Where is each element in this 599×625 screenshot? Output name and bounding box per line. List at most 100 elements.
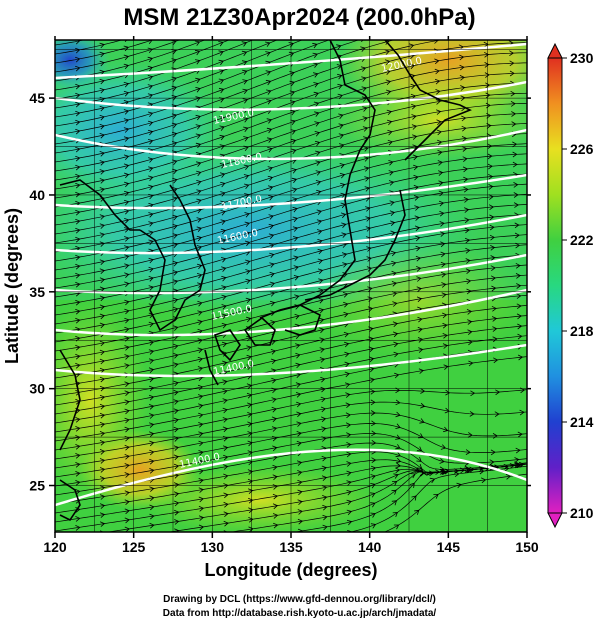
streamline (55, 52, 527, 172)
streamline (55, 40, 254, 100)
streamline-arrow (529, 461, 533, 466)
streamline-arrow (124, 28, 129, 33)
temperature-field: 12000.011900.011800.011700.011600.011500… (55, 0, 537, 581)
streamline-arrow (265, 33, 270, 38)
streamline-arrow (100, 576, 104, 581)
streamline-arrow (150, 542, 154, 547)
streamline-arrow (174, 556, 178, 561)
lat-lon-grid (55, 40, 527, 532)
streamline-arrow (312, 34, 317, 39)
streamline-arrow (75, 561, 79, 566)
colorbar-bottom-arrow (547, 512, 563, 529)
y-tick-label: 25 (29, 478, 45, 494)
streamline-arrow (529, 463, 533, 468)
streamline (55, 40, 278, 109)
streamline-arrow (264, 4, 269, 9)
streamline (55, 82, 527, 199)
streamline-arrow (224, 550, 228, 555)
streamline (55, 401, 527, 460)
streamline (55, 40, 154, 64)
streamline (55, 294, 527, 388)
streamline (55, 40, 443, 154)
height-contour (55, 213, 527, 255)
y-axis-label: Latitude (degrees) (2, 208, 22, 364)
streamline-arrow (335, 15, 340, 20)
colorbar-tick-label: 214 (570, 414, 594, 430)
streamline-arrow (408, 24, 412, 29)
streamline-arrow (359, 17, 364, 22)
streamline-arrow (533, 10, 537, 15)
streamline-arrow (241, 13, 246, 18)
height-contour (55, 288, 527, 337)
streamline-arrow (508, 10, 512, 15)
streamline-arrow (509, 30, 513, 35)
streamline-arrow (484, 32, 488, 37)
streamline-arrow (274, 543, 278, 548)
streamline (55, 183, 527, 289)
streamline (349, 465, 527, 532)
streamline (55, 42, 527, 163)
colorbar: 210 214 218 222 226 230 (547, 42, 594, 529)
colorbar-tick-label: 222 (570, 232, 594, 248)
streamline-arrow (224, 540, 228, 545)
streamline (55, 163, 527, 271)
streamline-arrow (359, 7, 364, 12)
streamline-arrow (242, 32, 247, 37)
streamline-arrow (218, 23, 223, 28)
x-axis-label: Longitude (degrees) (204, 560, 377, 580)
streamline-arrow (483, 22, 487, 27)
streamline-arrow (125, 572, 129, 577)
streamline-arrow (75, 552, 79, 557)
y-tick-label: 30 (29, 381, 45, 397)
streamline (55, 335, 527, 424)
streamline-arrow (171, 31, 176, 36)
streamline-arrow (336, 25, 341, 30)
streamline-arrow (384, 30, 389, 35)
streamline (55, 423, 527, 478)
streamline-arrow (148, 40, 153, 44)
streamline (55, 40, 330, 127)
streamline-arrow (432, 0, 436, 3)
streamline (55, 40, 123, 55)
streamline-arrow (508, 20, 512, 25)
height-contour (55, 128, 527, 161)
streamline-arrow (100, 34, 105, 39)
streamline-arrow (125, 563, 129, 568)
streamline (55, 305, 527, 397)
streamline (55, 234, 527, 334)
streamline-arrow (195, 22, 200, 27)
colorbar-top-arrow (547, 42, 563, 59)
streamline (55, 102, 527, 217)
streamline-arrow (457, 4, 461, 9)
streamline-arrow (249, 546, 253, 551)
streamline-arrow (409, 34, 414, 39)
streamline (55, 356, 527, 442)
streamline (55, 173, 527, 280)
streamline-arrow (223, 530, 228, 532)
x-tick-label: 145 (437, 539, 461, 555)
streamline (55, 72, 527, 190)
streamline-arrow (383, 0, 388, 5)
streamline-arrow (150, 560, 154, 565)
streamline-arrow (241, 4, 246, 9)
streamline-arrow (241, 23, 246, 28)
streamline-arrow (323, 535, 327, 540)
streamline-arrow (288, 14, 293, 19)
streamline (293, 463, 527, 532)
streamline-arrow (148, 21, 153, 26)
streamline-arrow (433, 18, 437, 23)
streamline-arrow (195, 4, 200, 9)
streamline (55, 40, 230, 91)
streamline-arrow (459, 35, 463, 40)
streamline-arrow (311, 4, 316, 9)
streamline (55, 345, 527, 433)
streamline-arrow (531, 471, 535, 476)
streamline-arrow (335, 5, 340, 10)
colorbar-tick-label: 226 (570, 141, 594, 157)
streamline (55, 153, 527, 262)
streamline-arrow (482, 1, 486, 6)
streamline-arrow (265, 13, 270, 18)
streamline (55, 143, 527, 253)
streamline-arrow (336, 35, 341, 40)
